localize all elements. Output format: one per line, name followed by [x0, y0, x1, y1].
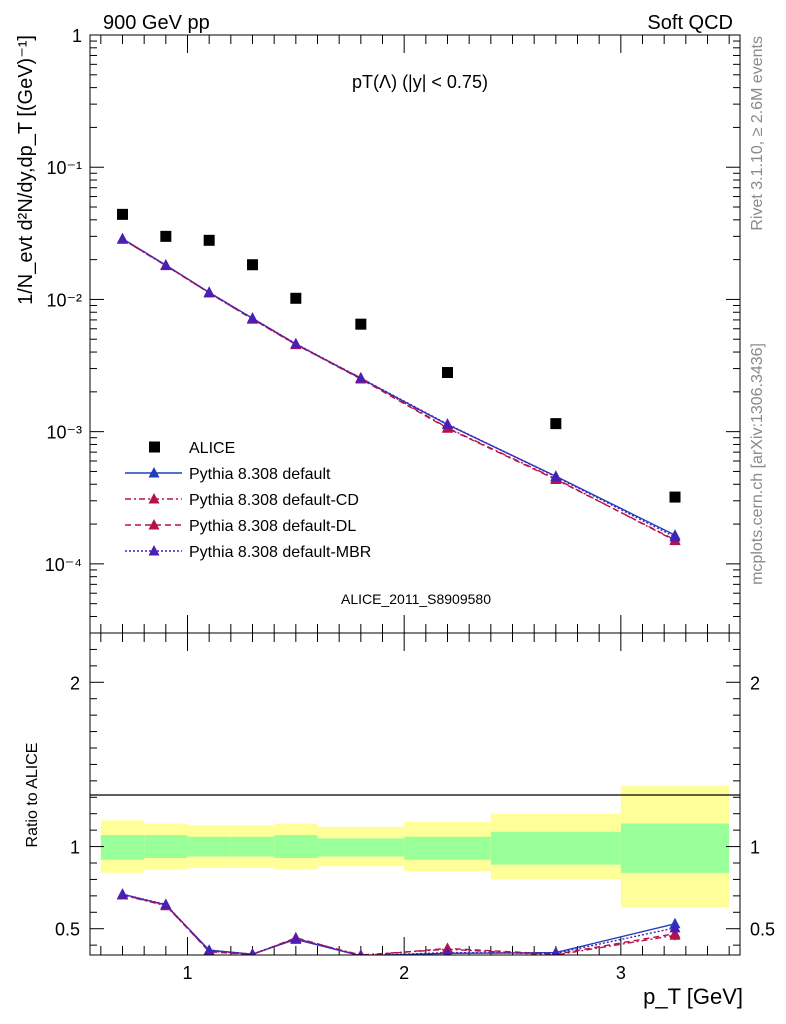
ratio-point-pythia-8-308-default-mbr [160, 898, 172, 909]
data-point-alice [117, 208, 128, 220]
data-point-pythia-8-308-default-mbr [550, 470, 562, 482]
data-point-pythia-8-308-default-mbr [355, 372, 367, 383]
ratio-point-pythia-8-308-default-mbr [358, 949, 364, 955]
header-right: Soft QCD [647, 12, 733, 34]
legend-label-pythia-8-308-default-cd: Pythia 8.308 default-CD [189, 492, 359, 509]
data-point-pythia-8-308-default-mbr [669, 530, 681, 542]
y-tick-label: 10⁻¹ [46, 158, 82, 178]
ratio-axis-ticks: 0.5 0.5 1 1 2 2 1 2 3 [55, 633, 775, 983]
ratio-point-pythia-8-308-default-dl [669, 927, 681, 939]
inner-band-segment [620, 823, 730, 873]
rivet-label: Rivet 3.1.10, ≥ 2.6M events [749, 36, 766, 231]
watermark: ALICE_2011_S8909580 [341, 591, 491, 607]
ratio-y-tick-label: 2 [70, 673, 80, 693]
y-tick-label: 10⁻⁴ [45, 555, 82, 575]
inner-band-segment [317, 838, 405, 857]
x-tick-label: 3 [616, 963, 626, 983]
ratio-point-pythia-8-308-default-mbr [117, 888, 128, 899]
data-point-alice [290, 292, 302, 304]
data-point-alice [669, 491, 681, 503]
main-markers [117, 208, 681, 546]
inner-band-segment [144, 835, 188, 859]
ratio-point-pythia-8-308-default-mbr [551, 947, 560, 955]
inner-band-segment [490, 831, 621, 865]
data-point-alice [247, 259, 258, 271]
data-point-pythia-8-308-default-mbr [160, 259, 172, 270]
ratio-panel: 0.5 0.5 1 1 2 2 1 2 3 Ratio to ALICE p_T [GeV] [24, 632, 775, 1009]
ratio-y-tick-label-right: 2 [750, 673, 760, 693]
ratio-line-pythia-8-308-default-dl [122, 894, 676, 955]
ratio-point-pythia-8-308-default-mbr [290, 932, 302, 944]
ratio-y-tick-label: 1 [70, 838, 80, 858]
ratio-uncertainty-bands [100, 785, 730, 908]
legend: ALICE Pythia 8.308 default Pythia 8.308 de… [125, 440, 371, 561]
data-point-pythia-8-308-default-mbr [203, 286, 215, 297]
legend-marker-pythia-8-308-default-dl [148, 519, 160, 530]
ratio-frame [89, 632, 741, 956]
x-tick-label: 2 [399, 963, 409, 983]
legend-label-pythia-8-308-default: Pythia 8.308 default [189, 466, 331, 483]
data-point-alice [355, 318, 367, 330]
x-axis-label: p_T [GeV] [643, 984, 743, 1009]
legend-label-alice: ALICE [189, 440, 235, 457]
data-point-pythia-8-308-default-mbr [247, 312, 258, 323]
legend-marker-alice [149, 441, 160, 453]
side-labels: Rivet 3.1.10, ≥ 2.6M events mcplots.cern… [749, 36, 766, 585]
legend-marker-pythia-8-308-default-cd [148, 493, 160, 504]
ratio-point-pythia-8-308-default-mbr [203, 944, 215, 955]
data-point-pythia-8-308-default-mbr [442, 418, 453, 429]
y-axis-label: 1/N_evt d²N/dy,dp_T [(GeV)⁻¹] [15, 35, 37, 305]
data-point-alice [442, 367, 453, 379]
ratio-y-axis-label: Ratio to ALICE [24, 743, 41, 848]
data-point-pythia-8-308-default-mbr [117, 232, 128, 244]
ratio-markers [117, 888, 681, 955]
inner-band-segment [404, 836, 491, 860]
data-point-alice [550, 418, 562, 430]
main-axis-ticks: 1 10⁻¹ 10⁻² 10⁻³ 10⁻⁴ [45, 26, 740, 634]
legend-marker-pythia-8-308-default [148, 467, 160, 478]
y-tick-label: 10⁻² [46, 290, 82, 310]
ratio-point-pythia-8-308-default-mbr [669, 921, 681, 933]
data-point-alice [160, 230, 172, 242]
ratio-point-pythia-8-308-default-mbr [248, 948, 257, 955]
ratio-series-lines [122, 893, 676, 955]
series-line-pythia-8-308-default [122, 238, 676, 536]
legend-label-pythia-8-308-default-mbr: Pythia 8.308 default-MBR [189, 544, 371, 561]
chart-title: pT(Λ) (|y| < 0.75) [352, 72, 488, 92]
ratio-y-tick-label: 0.5 [55, 920, 80, 940]
data-point-alice [203, 234, 215, 246]
y-tick-label: 10⁻³ [46, 423, 82, 443]
main-panel: 1 10⁻¹ 10⁻² 10⁻³ 10⁻⁴ pT(Λ) (|y| < 0.75) ALI… [15, 26, 741, 634]
y-tick-label: 1 [72, 26, 82, 46]
inner-band-segment [100, 835, 145, 860]
x-tick-label: 1 [182, 963, 192, 983]
inner-band-segment [230, 836, 275, 857]
main-frame [89, 34, 741, 634]
mcplots-label: mcplots.cern.ch [arXiv:1306.3436] [749, 343, 766, 585]
inner-band-segment [187, 836, 231, 857]
inner-band-segment [274, 835, 318, 859]
legend-label-pythia-8-308-default-dl: Pythia 8.308 default-DL [189, 518, 356, 535]
ratio-y-tick-label-right: 1 [750, 838, 760, 858]
header-left: 900 GeV pp [103, 12, 210, 34]
ratio-y-tick-label-right: 0.5 [750, 920, 775, 940]
legend-marker-pythia-8-308-default-mbr [148, 545, 160, 556]
data-point-pythia-8-308-default-mbr [290, 337, 302, 349]
ratio-point-pythia-8-308-default-mbr [443, 946, 452, 955]
